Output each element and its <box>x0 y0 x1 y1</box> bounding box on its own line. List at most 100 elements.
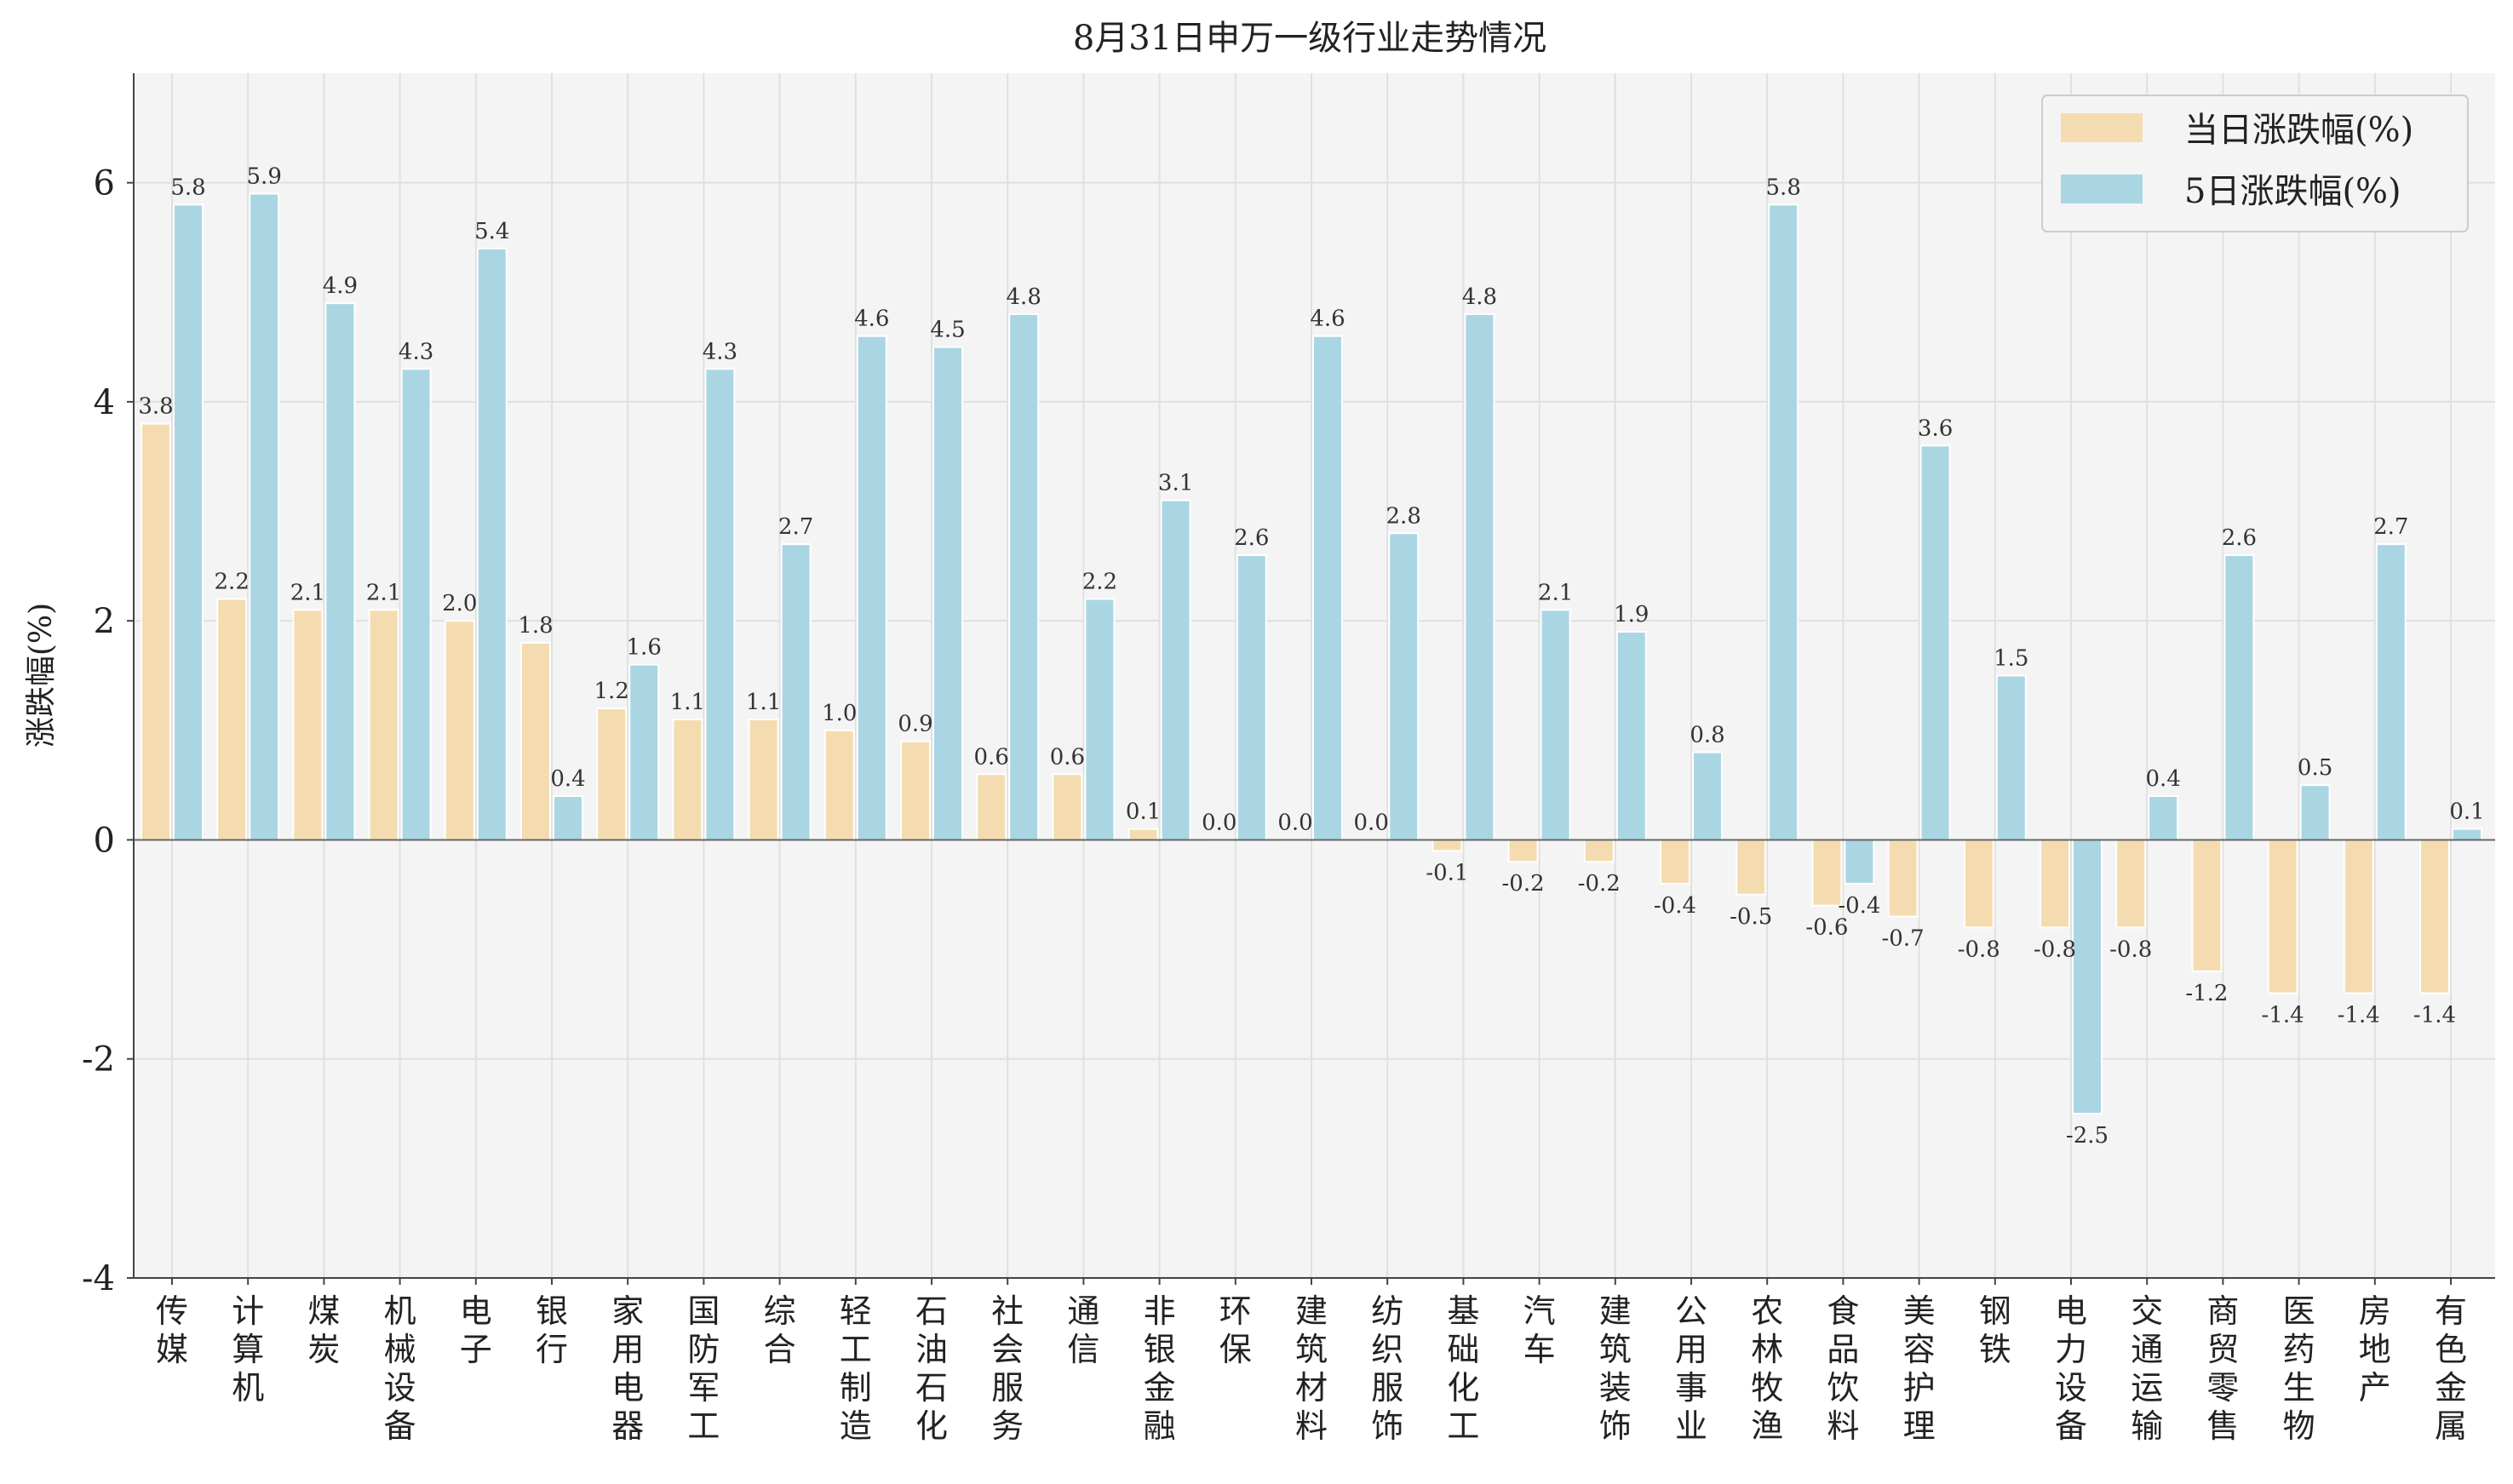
x-tick-label: 建筑材料 <box>1295 1292 1328 1445</box>
chart-title: 8月31日申万一级行业走势情况 <box>1073 19 1546 58</box>
bar-5day <box>400 368 432 841</box>
data-label-daily: -0.6 <box>1805 915 1848 941</box>
data-label-daily: -0.2 <box>1502 871 1545 897</box>
bar-daily <box>900 740 931 841</box>
data-label-5day: 2.7 <box>778 514 813 540</box>
x-tick-label: 综合 <box>764 1292 796 1368</box>
data-label-5day: 1.5 <box>1994 646 2028 672</box>
bar-5day <box>780 543 812 841</box>
data-label-daily: 0.6 <box>1050 744 1085 770</box>
data-label-daily: 2.2 <box>215 569 250 594</box>
data-label-daily: 0.6 <box>974 744 1009 770</box>
bar-5day <box>628 663 660 841</box>
x-tick-label: 家用电器 <box>611 1292 644 1445</box>
data-label-5day: 4.5 <box>930 318 965 343</box>
x-tick-label: 电子 <box>460 1292 492 1368</box>
data-label-5day: 5.8 <box>170 175 205 200</box>
bar-5day <box>2223 554 2255 841</box>
bar-daily <box>1887 839 1919 918</box>
x-tick-label: 汽车 <box>1523 1292 1556 1368</box>
data-label-daily: -1.4 <box>2262 1003 2304 1028</box>
data-label-daily: -0.8 <box>1958 937 2000 962</box>
bar-daily <box>1583 839 1615 863</box>
data-label-5day: 2.1 <box>1538 580 1573 605</box>
bar-5day <box>1768 203 1799 841</box>
data-label-daily: -1.4 <box>2338 1003 2380 1028</box>
data-label-daily: 0.0 <box>1354 810 1389 835</box>
bar-5day <box>1540 609 1571 841</box>
data-label-daily: -1.2 <box>2185 981 2228 1006</box>
x-tick-label: 纺织服饰 <box>1371 1292 1403 1445</box>
x-tick-label: 商贸零售 <box>2206 1292 2239 1445</box>
data-label-daily: -0.8 <box>2034 937 2076 962</box>
bar-5day <box>932 346 963 841</box>
x-tick-label: 机械设备 <box>384 1292 416 1445</box>
x-tick-label: 银行 <box>536 1292 568 1368</box>
bar-daily <box>2191 839 2223 972</box>
bar-daily <box>1052 773 1083 841</box>
data-label-daily: -0.8 <box>2109 937 2152 962</box>
data-label-daily: 1.0 <box>822 701 857 726</box>
legend-label-5day: 5日涨跌幅(%) <box>2184 172 2401 211</box>
x-tick-label: 计算机 <box>232 1292 264 1407</box>
x-tick-label: 基础化工 <box>1447 1292 1479 1445</box>
y-tick-label: 0 <box>94 821 115 860</box>
data-label-daily: 0.0 <box>1202 810 1236 835</box>
bar-daily <box>2267 839 2298 994</box>
bar-daily <box>216 598 248 841</box>
bar-daily <box>1811 839 1843 907</box>
data-label-daily: -0.1 <box>1426 860 1468 885</box>
bar-daily <box>596 708 628 841</box>
data-label-daily: -1.4 <box>2413 1003 2456 1028</box>
bar-5day <box>1160 499 1191 841</box>
x-tick-label: 社会服务 <box>991 1292 1024 1445</box>
data-label-daily: 1.1 <box>746 690 781 715</box>
bar-daily <box>976 773 1007 841</box>
data-labels: 3.8 2.2 2.1 2.1 2.0 1.8 1.2 1.1 1.1 1.0 0.9 0.6 0.6 0… <box>138 164 2484 1149</box>
legend-swatch-daily <box>2061 113 2143 142</box>
y-tick-label: 6 <box>94 164 115 203</box>
y-axis-ticks: -4 -2 0 2 4 6 <box>82 164 134 1298</box>
data-label-daily: 0.9 <box>898 712 932 737</box>
data-label-5day: 1.6 <box>627 635 662 661</box>
bar-daily <box>2343 839 2374 994</box>
bar-daily <box>2115 839 2147 929</box>
bar-daily <box>1127 828 1159 841</box>
bar-daily <box>672 718 703 841</box>
bar-5day <box>2452 828 2482 841</box>
data-label-5day: 5.8 <box>1766 175 1801 200</box>
x-tick-label: 农林牧渔 <box>1751 1292 1783 1445</box>
bar-5day <box>1008 313 1040 841</box>
bar-5day <box>1312 335 1343 841</box>
legend-swatch-5day <box>2061 175 2143 203</box>
data-label-daily: -0.5 <box>1730 904 1772 930</box>
x-tick-label: 美容护理 <box>1903 1292 1936 1445</box>
data-label-5day: 4.3 <box>703 339 737 364</box>
data-label-5day: 2.6 <box>2222 525 2257 551</box>
bar-daily <box>1963 839 1994 929</box>
y-tick-label: -2 <box>82 1040 115 1080</box>
data-label-daily: 0.0 <box>1277 810 1312 835</box>
data-label-5day: 0.5 <box>2298 755 2332 781</box>
data-label-5day: 4.8 <box>1007 284 1041 310</box>
x-tick-label: 通信 <box>1067 1292 1099 1368</box>
bars <box>141 192 2482 1115</box>
data-label-5day: 4.3 <box>399 339 433 364</box>
bar-5day <box>2375 543 2407 841</box>
y-tick-label: 2 <box>94 602 115 641</box>
data-label-5day: 4.8 <box>1462 284 1497 310</box>
data-label-daily: -0.2 <box>1578 871 1621 897</box>
data-label-daily: 2.1 <box>290 580 325 605</box>
data-label-daily: -0.7 <box>1882 926 1925 952</box>
y-tick-label: -4 <box>82 1259 115 1298</box>
bar-5day <box>1844 839 1875 885</box>
bar-daily <box>1736 839 1767 896</box>
legend: 当日涨跌幅(%) 5日涨跌幅(%) <box>2041 95 2469 232</box>
bar-5day <box>249 192 280 841</box>
bar-5day <box>1084 598 1116 841</box>
x-tick-label: 食品饮料 <box>1827 1292 1859 1445</box>
x-tick-label: 非银金融 <box>1144 1292 1176 1445</box>
x-tick-label: 电力设备 <box>2055 1292 2087 1445</box>
